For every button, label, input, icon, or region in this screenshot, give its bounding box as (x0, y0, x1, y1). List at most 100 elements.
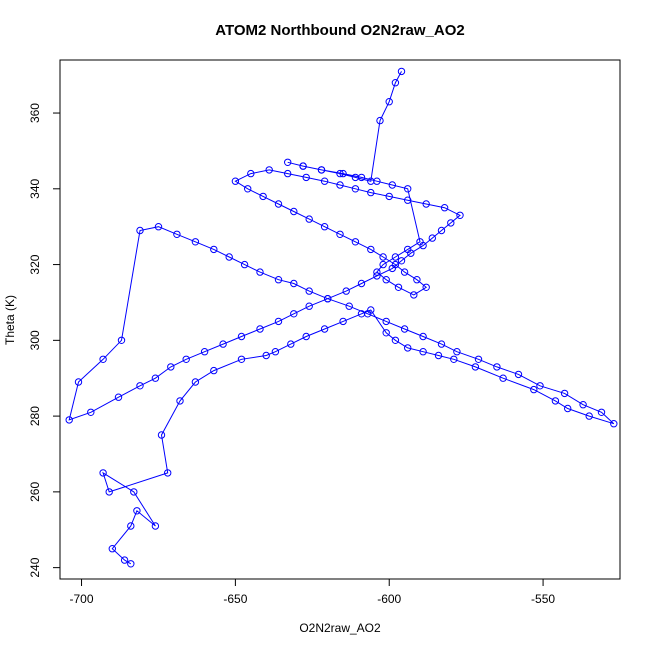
data-point (320, 325, 329, 333)
data-point (274, 276, 283, 284)
data-point (290, 207, 298, 216)
data-point (164, 469, 172, 477)
data-point (176, 397, 184, 405)
data-point (400, 325, 409, 333)
data-point (262, 351, 270, 360)
data-point (256, 325, 264, 333)
data-point (382, 329, 390, 337)
data-point (357, 279, 366, 288)
data-point (290, 310, 298, 318)
data-point (453, 348, 461, 356)
data-point (237, 355, 246, 363)
data-point (210, 245, 218, 254)
data-point (351, 238, 360, 246)
data-point (391, 336, 400, 344)
data-point (514, 370, 523, 379)
data-point (474, 355, 483, 363)
data-point (391, 79, 400, 87)
data-point (302, 173, 310, 182)
data-point (564, 404, 572, 413)
data-point (219, 340, 227, 348)
data-point (585, 412, 593, 420)
data-point (65, 416, 73, 424)
y-tick-label: 300 (28, 330, 42, 350)
data-point (434, 351, 443, 360)
data-point (302, 332, 310, 341)
data-point (305, 302, 313, 310)
data-point (397, 257, 406, 265)
data-point (400, 268, 409, 276)
data-point (345, 302, 353, 310)
data-point (404, 245, 412, 254)
data-point (385, 98, 393, 106)
data-point (367, 177, 375, 185)
data-point (105, 488, 113, 496)
series-layer (65, 67, 618, 568)
data-point (351, 185, 360, 193)
data-point (404, 185, 412, 193)
data-point (225, 253, 233, 261)
data-point (339, 317, 347, 326)
data-point (471, 363, 480, 371)
data-point (247, 169, 255, 178)
data-point (120, 556, 129, 564)
data-point (339, 169, 347, 178)
plot-frame (59, 59, 621, 580)
data-point (351, 173, 360, 182)
data-point (99, 469, 107, 477)
data-point (87, 408, 95, 416)
data-point (182, 355, 190, 363)
data-point (320, 177, 329, 185)
x-tick-label: -600 (377, 592, 401, 606)
data-point (367, 245, 375, 254)
data-point (290, 279, 298, 288)
y-axis: 240 260 280 300 320 340 360 (28, 103, 60, 578)
data-point (391, 253, 400, 261)
data-point (422, 200, 430, 208)
data-point (373, 268, 381, 276)
data-point (397, 67, 406, 76)
data-point (376, 116, 384, 125)
data-point (597, 408, 606, 416)
data-point (127, 560, 135, 568)
data-point (256, 268, 264, 276)
y-tick-label: 360 (28, 103, 42, 123)
series-line (68, 71, 615, 565)
data-point (391, 260, 400, 269)
data-point (231, 177, 240, 185)
data-point (388, 181, 396, 189)
data-point (419, 348, 427, 356)
y-tick-label: 280 (28, 406, 42, 426)
data-point (579, 401, 587, 409)
data-point (373, 272, 381, 280)
data-point (536, 382, 544, 390)
data-point (336, 181, 344, 189)
data-point (530, 385, 538, 394)
data-point (416, 238, 424, 246)
data-point (244, 185, 252, 193)
data-point (379, 253, 387, 261)
data-point (336, 230, 344, 239)
data-point (259, 192, 267, 201)
data-point (130, 488, 138, 496)
data-point (237, 332, 246, 341)
data-point (299, 162, 307, 170)
data-point (284, 169, 292, 178)
data-point (385, 192, 393, 201)
data-point (274, 317, 283, 326)
data-point (493, 363, 501, 371)
x-tick-label: -650 (223, 592, 247, 606)
data-point (379, 260, 387, 269)
data-point (151, 374, 160, 382)
data-point (274, 200, 283, 208)
data-point (499, 374, 507, 382)
data-point (428, 234, 436, 242)
data-point (404, 196, 412, 204)
x-axis-label: O2N2raw_AO2 (299, 621, 381, 635)
data-point (191, 238, 200, 246)
data-point (287, 340, 295, 348)
data-point (422, 283, 430, 291)
data-point (271, 348, 280, 356)
data-point (610, 420, 618, 428)
